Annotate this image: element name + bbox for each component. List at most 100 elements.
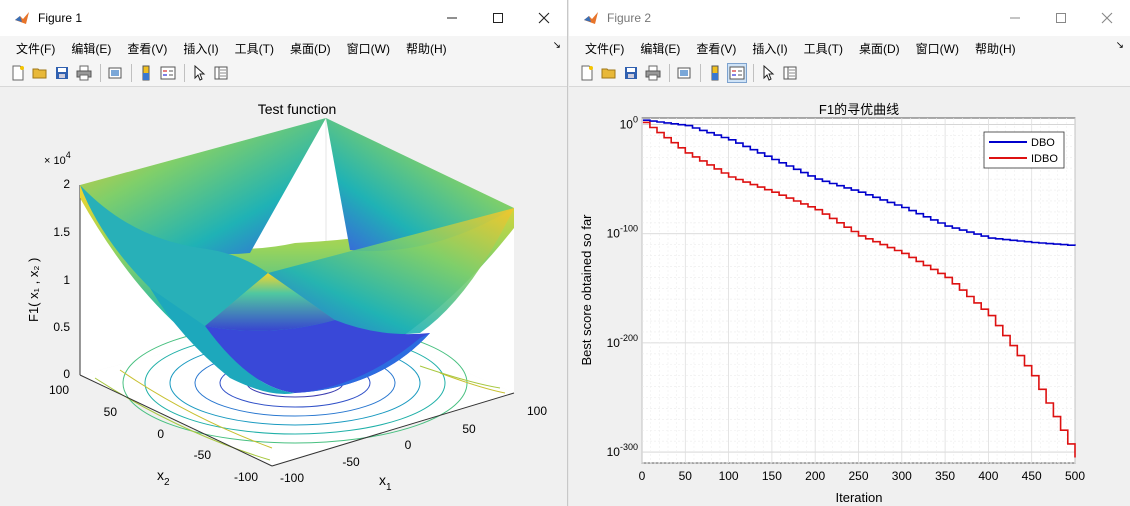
minimize-icon [1010,17,1020,19]
pin-menubar-icon[interactable]: ↘ [1115,40,1124,51]
pointer-arrow-icon [763,65,775,81]
legend-button[interactable] [727,63,747,83]
surface-mesh [80,118,514,394]
menu-window[interactable]: 窗口(W) [346,41,390,56]
colorbar-icon [711,65,719,81]
x-tick-label: 100 [719,469,739,483]
toolbar-separator [100,64,101,82]
close-button[interactable] [521,0,567,36]
new-file-icon [581,65,593,81]
y-tick-label: 10-100 [607,224,638,241]
new-figure-button[interactable] [8,63,28,83]
maximize-icon [493,13,503,23]
menu-edit[interactable]: 编辑(E) [640,41,681,56]
link-plot-icon [677,67,691,79]
new-file-icon [12,65,24,81]
figure2-toolbar [569,60,1130,87]
print-button[interactable] [643,63,663,83]
folder-open-icon [32,68,47,79]
convergence-chart: 0 50 100 150 200 250 300 350 400 450 500 100 10-100… [579,102,1086,505]
save-icon [625,67,637,79]
x-tick-label: 300 [892,469,912,483]
matlab-logo-icon [15,12,29,24]
x-tick-label: 450 [1022,469,1042,483]
figure2-plot-area: 0 50 100 150 200 250 300 350 400 450 500 100 10-100… [569,88,1130,506]
menu-view[interactable]: 查看(V) [696,41,737,56]
legend-icon [729,66,745,80]
legend-icon [160,66,176,80]
menu-edit[interactable]: 编辑(E) [71,41,112,56]
menu-window[interactable]: 窗口(W) [915,41,959,56]
figure2-title: Figure 2 [607,11,652,25]
save-button[interactable] [52,63,72,83]
z-axis-label: F1( x₁ , x₂ ) [26,258,41,322]
print-button[interactable] [74,63,94,83]
x2-tick-label: -100 [234,470,258,484]
x2-tick-label: 50 [104,405,118,419]
maximize-button[interactable] [1038,0,1084,36]
colorbar-button[interactable] [136,63,156,83]
property-inspector-icon [214,66,228,80]
menu-view[interactable]: 查看(V) [127,41,168,56]
menu-insert[interactable]: 插入(I) [752,41,788,56]
open-file-button[interactable] [30,63,50,83]
y-tick-label: 10-200 [607,333,638,350]
plot1-title: Test function [258,101,337,117]
x2-tick-label: -50 [194,448,212,462]
x-tick-label: 50 [679,469,693,483]
figure1-window: Figure 1 文件(F) 编辑(E) 查看(V) 插入(I) 工具(T) 桌… [0,0,568,506]
legend-button[interactable] [158,63,178,83]
menu-help[interactable]: 帮助(H) [405,41,447,56]
x2-tick-label: 0 [157,427,164,441]
figure1-title: Figure 1 [38,11,83,25]
minimize-button[interactable] [992,0,1038,36]
pin-menubar-icon[interactable]: ↘ [552,40,561,51]
menu-file[interactable]: 文件(F) [585,41,625,56]
menu-tools[interactable]: 工具(T) [803,41,843,56]
menu-desktop[interactable]: 桌面(D) [858,41,900,56]
maximize-icon [1056,13,1066,23]
x-tick-label: 0 [639,469,646,483]
x-tick-label: 350 [935,469,955,483]
x1-tick-label: 50 [462,422,476,436]
figure2-titlebar[interactable]: Figure 2 [569,0,1130,36]
edit-plot-button[interactable] [189,63,209,83]
property-inspector-button[interactable] [211,63,231,83]
x1-tick-label: -100 [280,471,304,485]
x-tick-label: 400 [978,469,998,483]
legend-box[interactable]: DBO IDBO [983,131,1065,169]
x1-tick-label: -50 [342,455,360,469]
figure1-menubar: 文件(F) 编辑(E) 查看(V) 插入(I) 工具(T) 桌面(D) 窗口(W… [0,36,567,60]
close-icon [1101,12,1113,24]
edit-plot-button[interactable] [758,63,778,83]
menu-file[interactable]: 文件(F) [16,41,56,56]
matlab-logo-icon [584,12,598,24]
x-tick-label: 150 [762,469,782,483]
menu-insert[interactable]: 插入(I) [183,41,219,56]
x1-axis-label: x1 [379,472,392,493]
menu-desktop[interactable]: 桌面(D) [289,41,331,56]
new-figure-button[interactable] [577,63,597,83]
toolbar-separator [753,64,754,82]
series-line-dbo [642,119,1076,246]
figure1-titlebar[interactable]: Figure 1 [0,0,567,36]
colorbar-button[interactable] [705,63,725,83]
save-button[interactable] [621,63,641,83]
menu-help[interactable]: 帮助(H) [974,41,1016,56]
menu-tools[interactable]: 工具(T) [234,41,274,56]
close-button[interactable] [1084,0,1130,36]
toolbar-separator [131,64,132,82]
chart-series [642,119,1076,458]
link-plot-icon [108,67,122,79]
minimize-button[interactable] [429,0,475,36]
x1-tick-labels: -100 -50 0 50 100 [280,404,547,485]
x-tick-labels: 0 50 100 150 200 250 300 350 400 450 500 [639,469,1086,483]
minimize-icon [447,17,457,19]
open-file-button[interactable] [599,63,619,83]
link-plot-button[interactable] [105,63,125,83]
series-line-idbo [642,121,1076,458]
maximize-button[interactable] [475,0,521,36]
link-plot-button[interactable] [674,63,694,83]
x2-tick-labels: 100 50 0 -50 -100 [49,383,258,484]
property-inspector-button[interactable] [780,63,800,83]
